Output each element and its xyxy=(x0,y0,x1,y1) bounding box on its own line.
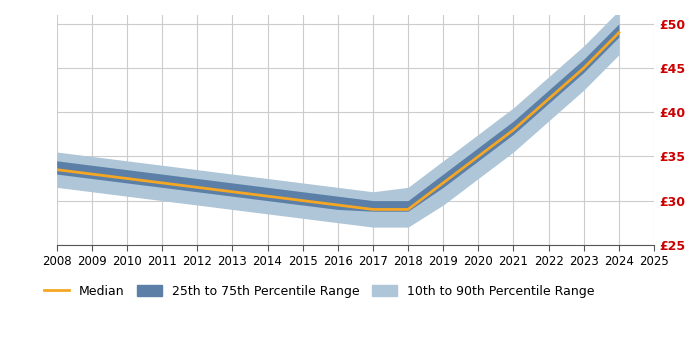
Legend: Median, 25th to 75th Percentile Range, 10th to 90th Percentile Range: Median, 25th to 75th Percentile Range, 1… xyxy=(39,280,600,303)
